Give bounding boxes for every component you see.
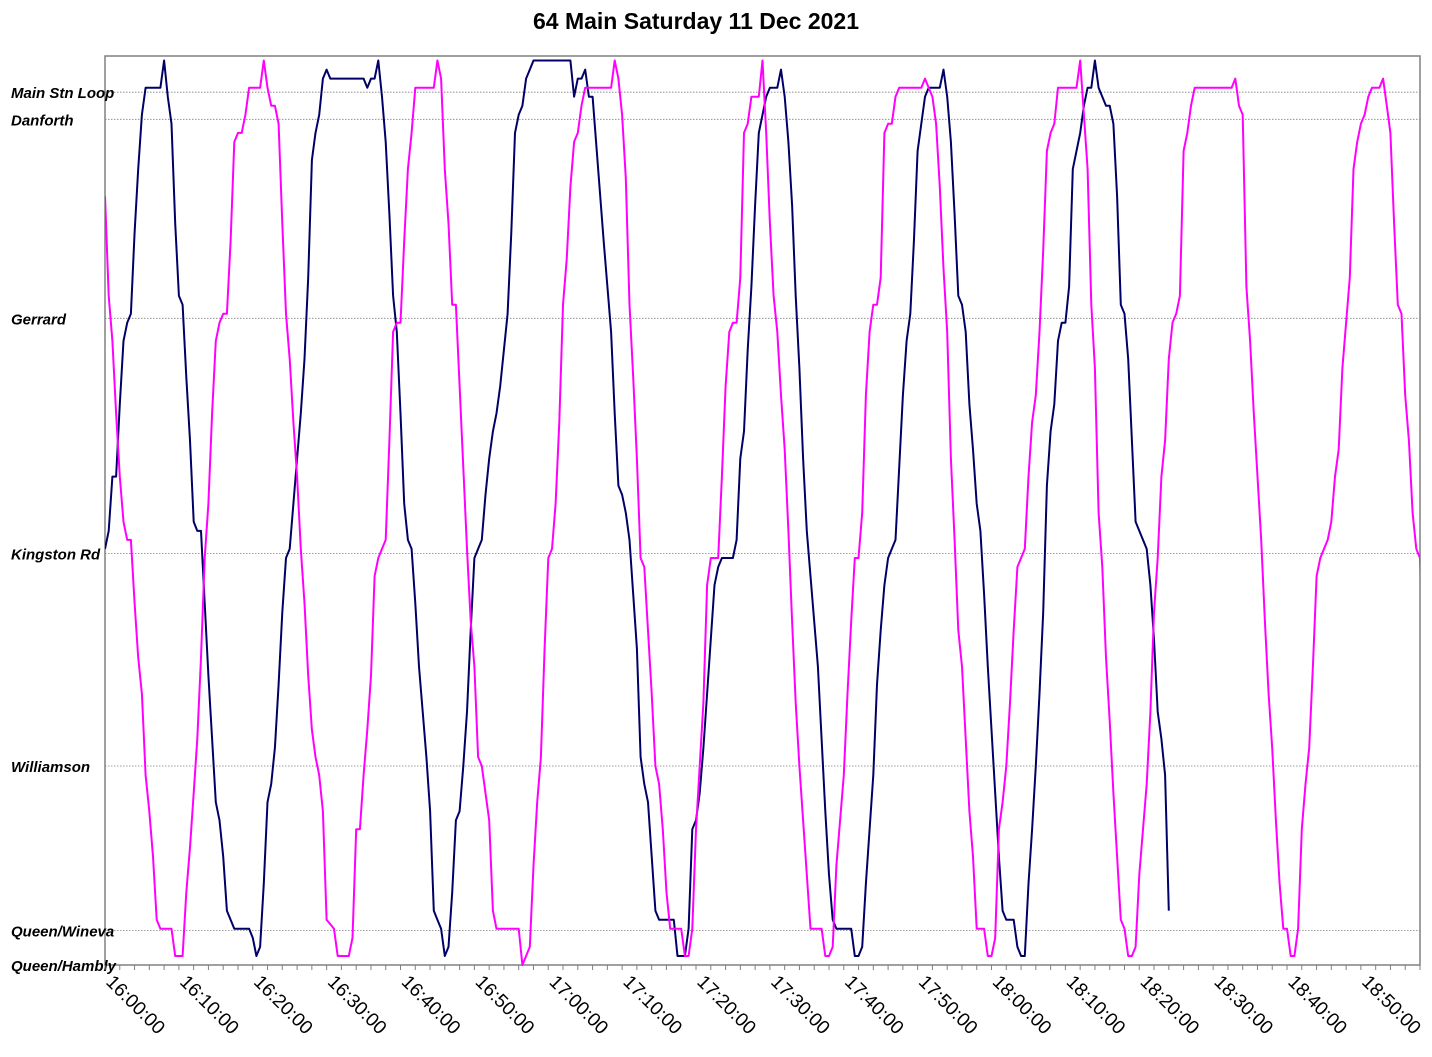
x-tick-label: 17:30:00	[766, 972, 833, 1039]
stop-label: Queen/Wineva	[11, 924, 114, 941]
x-tick-label: 17:20:00	[692, 972, 759, 1039]
x-tick-label: 17:50:00	[914, 972, 981, 1039]
series-line-1	[105, 59, 1170, 957]
x-tick-label: 18:00:00	[988, 972, 1055, 1039]
x-tick-label: 16:40:00	[397, 972, 464, 1039]
series-line-2	[105, 59, 1420, 966]
x-tick-label: 18:20:00	[1136, 972, 1203, 1039]
x-tick-label: 18:50:00	[1357, 972, 1424, 1039]
x-tick-label: 17:00:00	[545, 972, 612, 1039]
series-group	[105, 59, 1420, 966]
x-tick-label: 18:40:00	[1283, 972, 1350, 1039]
stop-labels: Main Stn Loop Danforth Gerrard Kingston Rd W…	[11, 85, 117, 975]
stop-label: Kingston Rd	[11, 546, 101, 563]
x-tick-label: 16:50:00	[471, 972, 538, 1039]
x-tick-label: 18:30:00	[1210, 972, 1277, 1039]
stop-label: Queen/Hambly	[11, 958, 117, 975]
x-tick-label: 18:10:00	[1062, 972, 1129, 1039]
stop-label: Williamson	[11, 759, 90, 776]
chart-title: 64 Main Saturday 11 Dec 2021	[532, 8, 860, 34]
stop-label: Danforth	[11, 112, 74, 129]
x-tick-label: 16:30:00	[323, 972, 390, 1039]
x-tick-label: 16:00:00	[101, 972, 168, 1039]
x-tick-label: 17:10:00	[619, 972, 686, 1039]
x-axis: 16:00:00 16:10:00 16:20:00 16:30:00 16:40:00…	[101, 965, 1425, 1039]
plot-area	[104, 55, 1421, 966]
x-tick-label: 16:10:00	[175, 972, 242, 1039]
x-tick-label: 17:40:00	[840, 972, 907, 1039]
stop-label: Gerrard	[11, 311, 67, 328]
x-tick-label: 16:20:00	[249, 972, 316, 1039]
stop-label: Main Stn Loop	[11, 85, 114, 102]
